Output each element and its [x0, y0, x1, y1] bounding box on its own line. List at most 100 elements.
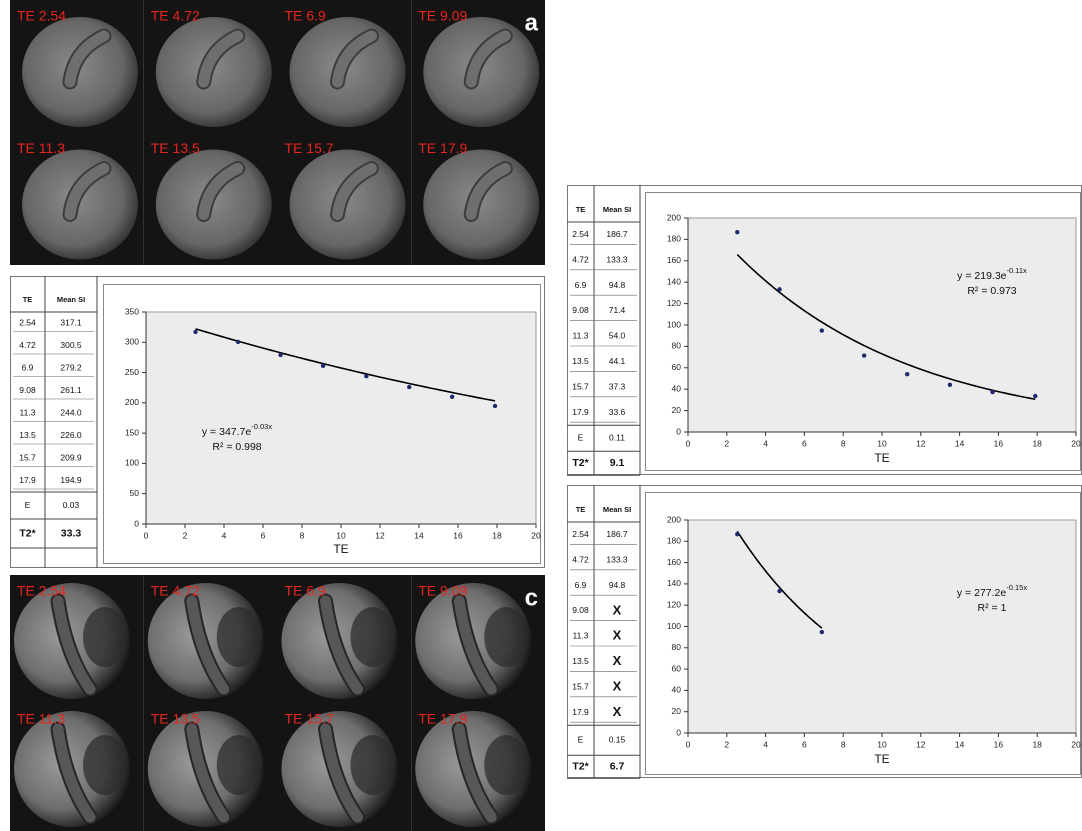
- table-cell: 300.5: [60, 340, 82, 350]
- cavity: [216, 607, 261, 667]
- roi: [453, 723, 497, 823]
- y-tick-label: 160: [667, 255, 681, 265]
- data-point: [407, 384, 412, 390]
- data-point: [320, 363, 326, 369]
- cavity: [83, 607, 127, 667]
- x-tick-label: 8: [841, 739, 846, 749]
- table-cell: 186.7: [606, 529, 628, 539]
- x-tick-label: 10: [877, 438, 887, 448]
- table-cell: 54.0: [609, 331, 626, 341]
- table-cell: 194.9: [60, 475, 82, 485]
- x-tick-label: 20: [1071, 739, 1081, 749]
- y-tick-label: 0: [676, 426, 681, 436]
- table-header: Mean SI: [603, 505, 631, 514]
- table-result: T2*: [572, 760, 589, 772]
- table-cell: 94.8: [609, 580, 626, 590]
- table-cell: 279.2: [60, 363, 82, 373]
- roi: [332, 163, 377, 220]
- y-tick-label: 80: [672, 341, 682, 351]
- cavity: [350, 607, 395, 667]
- image-label: TE 13.5: [151, 140, 200, 156]
- roi: [64, 30, 110, 88]
- y-tick-label: 100: [667, 319, 681, 329]
- data-point: [819, 328, 825, 333]
- y-tick-label: 140: [667, 578, 681, 588]
- y-tick-label: 60: [672, 362, 682, 372]
- cavity: [484, 607, 529, 667]
- image-label: TE 13.5: [151, 711, 200, 727]
- data-point: [449, 394, 455, 400]
- data-point: [990, 389, 995, 395]
- x-tick-label: 6: [802, 739, 807, 749]
- heart: [289, 149, 406, 260]
- x-tick-label: 16: [994, 739, 1004, 749]
- table-cell: X: [613, 679, 622, 694]
- equation-base: y = 277.2e: [957, 587, 1006, 599]
- roi: [320, 595, 363, 695]
- y-tick-label: 120: [667, 298, 681, 308]
- roi: [64, 163, 110, 220]
- table-cell: 244.0: [60, 408, 82, 418]
- roi: [52, 723, 96, 823]
- y-tick-label: 100: [125, 458, 139, 468]
- image-label: TE 15.7: [285, 711, 334, 727]
- table-cell: 4.72: [19, 340, 36, 350]
- x-tick-label: 10: [336, 530, 346, 540]
- roi: [320, 723, 363, 823]
- table-cell: X: [613, 653, 622, 668]
- y-tick-label: 200: [667, 514, 681, 524]
- table-cell: 13.5: [19, 430, 36, 440]
- x-tick-label: 6: [261, 530, 266, 540]
- table-cell: 226.0: [60, 430, 82, 440]
- x-tick-label: 14: [955, 438, 965, 448]
- x-tick-label: 12: [916, 739, 926, 749]
- image-label: TE 11.3: [17, 711, 65, 727]
- heart: [155, 149, 272, 260]
- table-cell: 4.72: [572, 554, 589, 564]
- image-label: TE 2.54: [17, 583, 66, 599]
- r-squared: R² = 0.973: [967, 285, 1016, 297]
- x-tick-label: 8: [841, 438, 846, 448]
- fit-equation: y = 219.3e-0.11x: [957, 266, 1027, 282]
- table-cell: 94.8: [609, 280, 626, 290]
- heart: [22, 17, 138, 127]
- y-tick-label: 350: [125, 306, 139, 316]
- image-label: TE 9.09: [418, 583, 467, 599]
- table-cell: X: [613, 628, 622, 643]
- table-cell: 13.5: [572, 356, 589, 366]
- table-cell: 6.9: [22, 363, 34, 373]
- x-tick-label: 16: [994, 438, 1004, 448]
- image-label: TE 17.9: [418, 711, 467, 727]
- table-cell: E: [578, 734, 584, 744]
- data-point: [777, 588, 782, 594]
- table-cell: 33.6: [609, 407, 626, 417]
- table-cell: 209.9: [60, 453, 82, 463]
- data-point: [492, 403, 498, 409]
- y-tick-label: 100: [667, 621, 681, 631]
- table-cell: 6.9: [575, 580, 587, 590]
- table-header: Mean SI: [57, 295, 85, 304]
- table-cell: X: [613, 704, 622, 719]
- table-cell: 9.08: [19, 385, 36, 395]
- x-tick-label: 4: [763, 739, 768, 749]
- heart: [155, 17, 272, 127]
- table-result: 33.3: [61, 527, 82, 539]
- x-tick-label: 16: [453, 530, 463, 540]
- y-tick-label: 160: [667, 557, 681, 567]
- roi: [186, 723, 230, 823]
- data-point: [235, 339, 241, 345]
- table-cell: 0.11: [609, 432, 625, 442]
- table-cell: 2.54: [572, 229, 589, 239]
- y-tick-label: 80: [672, 642, 682, 652]
- table-cell: 11.3: [20, 408, 36, 418]
- image-label: TE 4.72: [151, 8, 200, 24]
- plot-area: [145, 311, 537, 525]
- y-tick-label: 40: [672, 383, 682, 393]
- table-cell: E: [578, 432, 584, 442]
- image-label: TE 6.9: [285, 8, 326, 24]
- x-tick-label: 2: [724, 739, 729, 749]
- data-point: [364, 374, 369, 379]
- table-result: 9.1: [610, 457, 625, 469]
- table-header: TE: [576, 505, 586, 514]
- panel-letter: c: [525, 584, 538, 611]
